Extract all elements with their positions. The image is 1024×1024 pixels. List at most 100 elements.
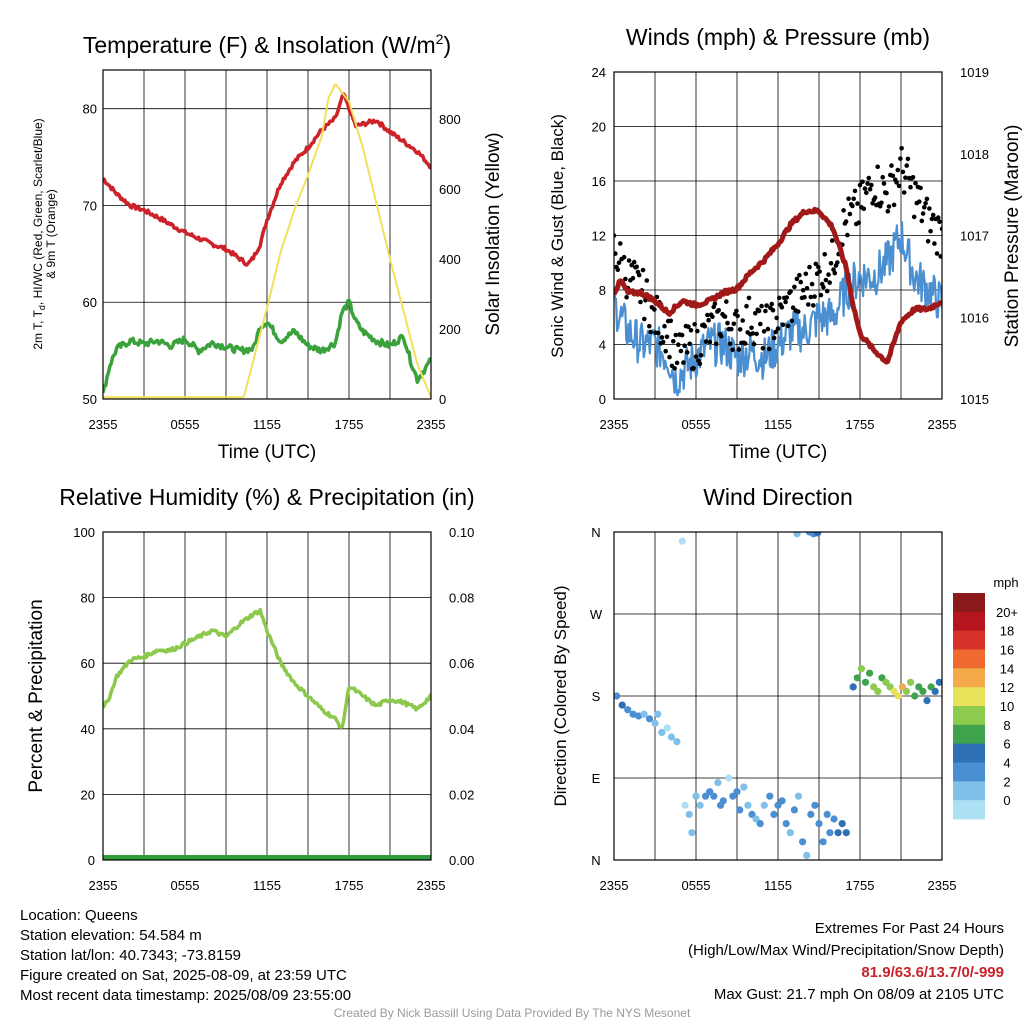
extremes-box: Extremes For Past 24 Hours (High/Low/Max… (688, 918, 1004, 1006)
direction-point (740, 783, 748, 791)
direction-point (635, 712, 643, 720)
gust-point (932, 241, 937, 246)
gust-point (746, 295, 752, 301)
gust-point (684, 350, 690, 355)
temperature-grid (102, 70, 432, 400)
gust-point (647, 323, 652, 329)
direction-point (714, 779, 722, 787)
gust-point (631, 259, 637, 265)
gust-point (750, 331, 756, 336)
gust-point (758, 321, 763, 327)
gust-point (880, 174, 885, 180)
gust-point (769, 301, 774, 307)
gust-point (850, 203, 855, 209)
series-line-solar-insolation (103, 83, 431, 399)
gust-point (861, 206, 867, 212)
gust-point (630, 275, 636, 281)
y-tick-label: W (590, 607, 603, 622)
gust-point (908, 184, 913, 190)
gust-point (934, 251, 940, 256)
x-tick-label: 1755 (335, 417, 364, 432)
gust-point (818, 292, 824, 298)
direction-point (799, 838, 807, 846)
gust-point (777, 295, 782, 301)
gust-point (913, 181, 918, 186)
colorbar-swatch (953, 593, 985, 613)
colorbar-swatch (953, 687, 985, 707)
extremes-values: 81.9/63.6/13.7/0/-999 (861, 964, 1004, 981)
direction-plot-area (614, 532, 942, 860)
x-tick-label: 2355 (600, 878, 629, 893)
gust-point (809, 281, 815, 287)
x-tick-label: 2355 (89, 417, 118, 432)
direction-point (874, 687, 882, 696)
gust-point (636, 272, 642, 278)
direction-point (640, 710, 648, 718)
gust-point (754, 331, 759, 337)
gust-point (800, 288, 806, 293)
gust-point (731, 321, 737, 327)
gust-point (835, 260, 840, 265)
x-tick-label: 1755 (846, 878, 875, 893)
y2-tick-label: 1016 (960, 310, 989, 325)
gust-point (831, 267, 836, 272)
gust-point (640, 267, 646, 273)
direction-point (861, 678, 870, 686)
gust-point (804, 286, 810, 291)
gust-point (895, 167, 901, 173)
gust-point (618, 241, 623, 246)
x-tick-label: 0555 (171, 878, 200, 893)
gust-point (917, 199, 922, 204)
x-tick-label: 2355 (928, 417, 957, 432)
direction-point (814, 532, 822, 537)
gust-point (811, 303, 816, 308)
gust-point (823, 277, 829, 283)
direction-point (696, 801, 704, 809)
temperature-ylabel-line1: 2m T, Td, HI/WC (Red, Green, Scarlet/Blu… (31, 118, 47, 349)
gust-point (900, 169, 906, 175)
humidity-ylabel: Percent & Precipitation (26, 599, 47, 792)
colorbar-swatch (953, 800, 985, 820)
temperature-ylabel-line2: & 9m T (Orange) (44, 189, 58, 279)
gust-point (679, 332, 685, 338)
colorbar-swatch (953, 611, 985, 631)
direction-point (819, 838, 827, 846)
gust-point (918, 185, 923, 191)
colorbar-label: 18 (1000, 624, 1014, 639)
direction-point (807, 810, 815, 819)
station-latlon: Station lat/lon: 40.7343; -73.8159 (20, 947, 242, 964)
gust-point (847, 211, 853, 217)
y-tick-label: 40 (81, 722, 95, 737)
direction-point (793, 532, 801, 538)
direction-point (823, 810, 831, 819)
y2-tick-label: 0.10 (449, 525, 474, 540)
x-tick-label: 1755 (335, 878, 364, 893)
gust-point (841, 208, 846, 213)
gust-point (707, 339, 713, 345)
gust-point (856, 220, 861, 225)
gust-point (924, 196, 930, 202)
gust-point (725, 320, 730, 326)
y2-tick-label: 600 (439, 182, 461, 197)
direction-point (678, 537, 686, 545)
gust-point (724, 299, 729, 304)
gust-point (795, 309, 801, 314)
temperature-xlabel: Time (UTC) (218, 442, 317, 463)
gust-point (807, 264, 812, 270)
gust-point (803, 271, 809, 277)
x-tick-label: 0555 (682, 417, 711, 432)
x-tick-label: 1155 (764, 878, 792, 893)
y-tick-label: 100 (73, 525, 95, 540)
colorbar-swatch (953, 649, 985, 669)
gust-point (904, 163, 909, 168)
y2-tick-label: 0 (439, 392, 446, 407)
winds-plot-area (614, 146, 942, 397)
colorbar-swatch (953, 743, 985, 763)
y2-tick-label: 200 (439, 322, 461, 337)
humidity-plot-area (103, 607, 431, 860)
gust-point (655, 330, 661, 336)
gust-point (742, 341, 748, 346)
